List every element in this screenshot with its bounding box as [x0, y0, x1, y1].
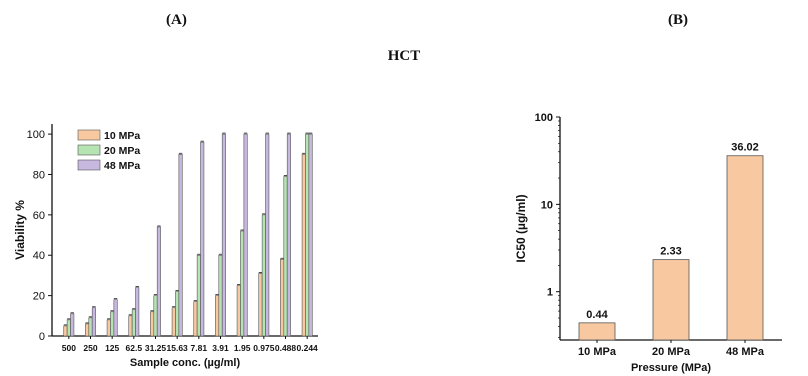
- x-tick-label: 10 MPa: [578, 346, 617, 358]
- x-tick-label: 48 MPa: [726, 346, 765, 358]
- y-axis-label: IC50 (µg/ml): [514, 194, 528, 262]
- legend-label: 20 MPa: [104, 145, 140, 157]
- bar-48-mpa: [308, 133, 313, 337]
- legend-swatch: [77, 144, 101, 156]
- bar: [652, 259, 690, 341]
- x-tick-label: 31.25: [145, 343, 167, 353]
- bar-48-mpa: [221, 133, 226, 337]
- legend-swatch: [77, 159, 101, 171]
- bar-48-mpa: [135, 287, 140, 337]
- bar-48-mpa: [243, 133, 248, 337]
- data-label: 2.33: [660, 246, 681, 258]
- x-tick-label: 125: [105, 343, 119, 353]
- bar-48-mpa: [70, 313, 75, 337]
- y-tick-label: 1: [547, 287, 553, 299]
- bar-48-mpa: [178, 153, 183, 337]
- y-tick-label: 100: [535, 112, 553, 124]
- y-tick-label: 0: [39, 331, 45, 343]
- x-axis-label: Sample conc. (µg/ml): [130, 357, 241, 369]
- data-label: 36.02: [731, 142, 759, 154]
- y-tick-label: 100: [27, 129, 45, 141]
- y-tick-label: 40: [33, 250, 45, 262]
- x-axis-label: Pressure (MPa): [631, 362, 711, 374]
- x-tick-label: 250: [83, 343, 97, 353]
- x-tick-label: 1.95: [234, 343, 251, 353]
- data-label: 0.44: [586, 309, 608, 321]
- x-tick-label: 7.81: [191, 343, 208, 353]
- panel-label-b: (B): [668, 12, 688, 28]
- x-tick-label: 0.244: [297, 343, 319, 353]
- x-tick-label: 0.975: [253, 343, 275, 353]
- x-tick-label: 20 MPa: [652, 346, 691, 358]
- bar: [726, 155, 764, 341]
- legend-label: 10 MPa: [104, 130, 140, 142]
- x-tick-label: 15.63: [167, 343, 189, 353]
- bar-48-mpa: [265, 133, 270, 337]
- y-axis-label: Viability %: [13, 200, 27, 260]
- y-tick-label: 80: [33, 169, 45, 181]
- bar-48-mpa: [286, 133, 291, 337]
- bar-48-mpa: [200, 141, 205, 337]
- legend-swatch: [77, 129, 101, 141]
- y-tick-label: 10: [541, 199, 553, 211]
- bar-48-mpa: [113, 299, 118, 337]
- bar-48-mpa: [91, 307, 96, 337]
- panel-label-a: (A): [166, 12, 187, 28]
- bar-48-mpa: [156, 226, 161, 337]
- x-tick-label: 500: [62, 343, 76, 353]
- chart-title: HCT: [387, 48, 421, 64]
- x-tick-label: 0.488: [275, 343, 297, 353]
- y-tick-label: 60: [33, 210, 45, 222]
- x-tick-label: 3.91: [212, 343, 229, 353]
- bar: [578, 322, 616, 341]
- x-tick-label: 62.5: [126, 343, 143, 353]
- y-tick-label: 20: [33, 291, 45, 303]
- legend-label: 48 MPa: [104, 160, 140, 172]
